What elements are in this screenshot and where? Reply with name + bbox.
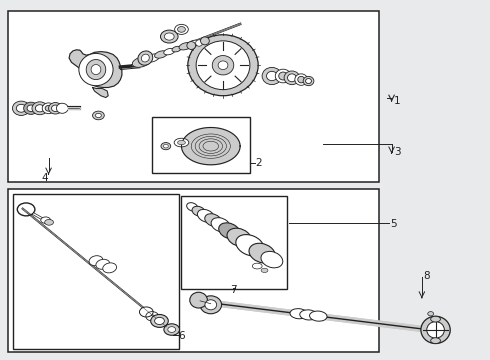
Ellipse shape	[219, 223, 240, 239]
Ellipse shape	[168, 327, 175, 332]
Ellipse shape	[27, 105, 35, 112]
Ellipse shape	[163, 144, 168, 148]
Ellipse shape	[261, 268, 268, 273]
Ellipse shape	[12, 101, 30, 116]
Ellipse shape	[103, 263, 117, 273]
Ellipse shape	[161, 143, 171, 150]
Ellipse shape	[177, 140, 185, 145]
Ellipse shape	[132, 57, 150, 67]
Ellipse shape	[261, 251, 283, 268]
Ellipse shape	[51, 105, 59, 112]
Text: 7: 7	[230, 285, 237, 296]
Ellipse shape	[96, 259, 110, 269]
Ellipse shape	[300, 310, 317, 320]
Ellipse shape	[205, 214, 221, 226]
Ellipse shape	[431, 316, 441, 322]
Ellipse shape	[138, 51, 153, 65]
Bar	[8, 12, 379, 182]
Ellipse shape	[267, 71, 277, 81]
Ellipse shape	[200, 37, 209, 45]
Ellipse shape	[431, 338, 441, 343]
Ellipse shape	[310, 311, 327, 321]
Polygon shape	[181, 127, 240, 165]
Ellipse shape	[205, 300, 217, 310]
Ellipse shape	[79, 53, 113, 86]
Ellipse shape	[164, 33, 174, 40]
Ellipse shape	[164, 324, 179, 335]
Ellipse shape	[86, 59, 106, 80]
Ellipse shape	[218, 61, 228, 69]
Ellipse shape	[89, 256, 103, 266]
Ellipse shape	[145, 54, 159, 62]
Ellipse shape	[174, 24, 188, 35]
Bar	[181, 196, 287, 289]
Ellipse shape	[141, 54, 149, 62]
Polygon shape	[93, 87, 108, 98]
Ellipse shape	[187, 41, 196, 49]
Ellipse shape	[179, 42, 192, 50]
Ellipse shape	[288, 74, 296, 82]
Ellipse shape	[212, 55, 234, 75]
Ellipse shape	[49, 103, 62, 114]
Ellipse shape	[24, 102, 38, 114]
Ellipse shape	[45, 220, 53, 225]
Text: 5: 5	[391, 219, 397, 229]
Ellipse shape	[190, 292, 207, 308]
Text: 2: 2	[256, 158, 262, 168]
Ellipse shape	[172, 46, 181, 52]
Ellipse shape	[200, 296, 221, 314]
Ellipse shape	[252, 263, 262, 269]
Bar	[152, 117, 250, 173]
Ellipse shape	[421, 316, 450, 343]
Ellipse shape	[96, 113, 101, 118]
Ellipse shape	[427, 321, 444, 338]
Text: 8: 8	[423, 271, 430, 281]
Ellipse shape	[16, 104, 26, 112]
Ellipse shape	[91, 64, 101, 75]
Ellipse shape	[298, 76, 305, 83]
Ellipse shape	[188, 35, 258, 96]
Ellipse shape	[196, 41, 250, 90]
Ellipse shape	[188, 40, 199, 46]
Ellipse shape	[174, 138, 189, 147]
Ellipse shape	[249, 243, 275, 263]
Ellipse shape	[164, 48, 175, 55]
Ellipse shape	[42, 103, 55, 114]
Ellipse shape	[211, 218, 230, 232]
Bar	[13, 194, 179, 348]
Ellipse shape	[35, 105, 44, 112]
Text: 3: 3	[394, 147, 401, 157]
Ellipse shape	[284, 71, 300, 85]
Text: 4: 4	[41, 173, 48, 183]
Ellipse shape	[93, 111, 104, 120]
Ellipse shape	[303, 76, 314, 86]
Ellipse shape	[140, 307, 153, 317]
Ellipse shape	[262, 67, 282, 85]
Ellipse shape	[197, 210, 215, 222]
Ellipse shape	[227, 228, 251, 247]
Text: 6: 6	[178, 331, 185, 341]
Ellipse shape	[32, 102, 48, 115]
Polygon shape	[69, 50, 122, 87]
Ellipse shape	[306, 78, 312, 84]
Ellipse shape	[41, 217, 50, 224]
Ellipse shape	[45, 105, 52, 111]
Ellipse shape	[275, 69, 291, 83]
Ellipse shape	[295, 74, 308, 85]
Ellipse shape	[151, 315, 168, 327]
Ellipse shape	[279, 72, 288, 80]
Ellipse shape	[56, 103, 68, 113]
Ellipse shape	[154, 51, 168, 58]
Bar	[8, 189, 379, 352]
Ellipse shape	[236, 235, 264, 256]
Ellipse shape	[160, 30, 178, 43]
Ellipse shape	[192, 206, 205, 216]
Ellipse shape	[428, 312, 434, 316]
Text: 1: 1	[394, 96, 401, 106]
Ellipse shape	[155, 318, 164, 324]
Ellipse shape	[196, 40, 202, 46]
Ellipse shape	[177, 27, 185, 32]
Ellipse shape	[290, 309, 308, 319]
